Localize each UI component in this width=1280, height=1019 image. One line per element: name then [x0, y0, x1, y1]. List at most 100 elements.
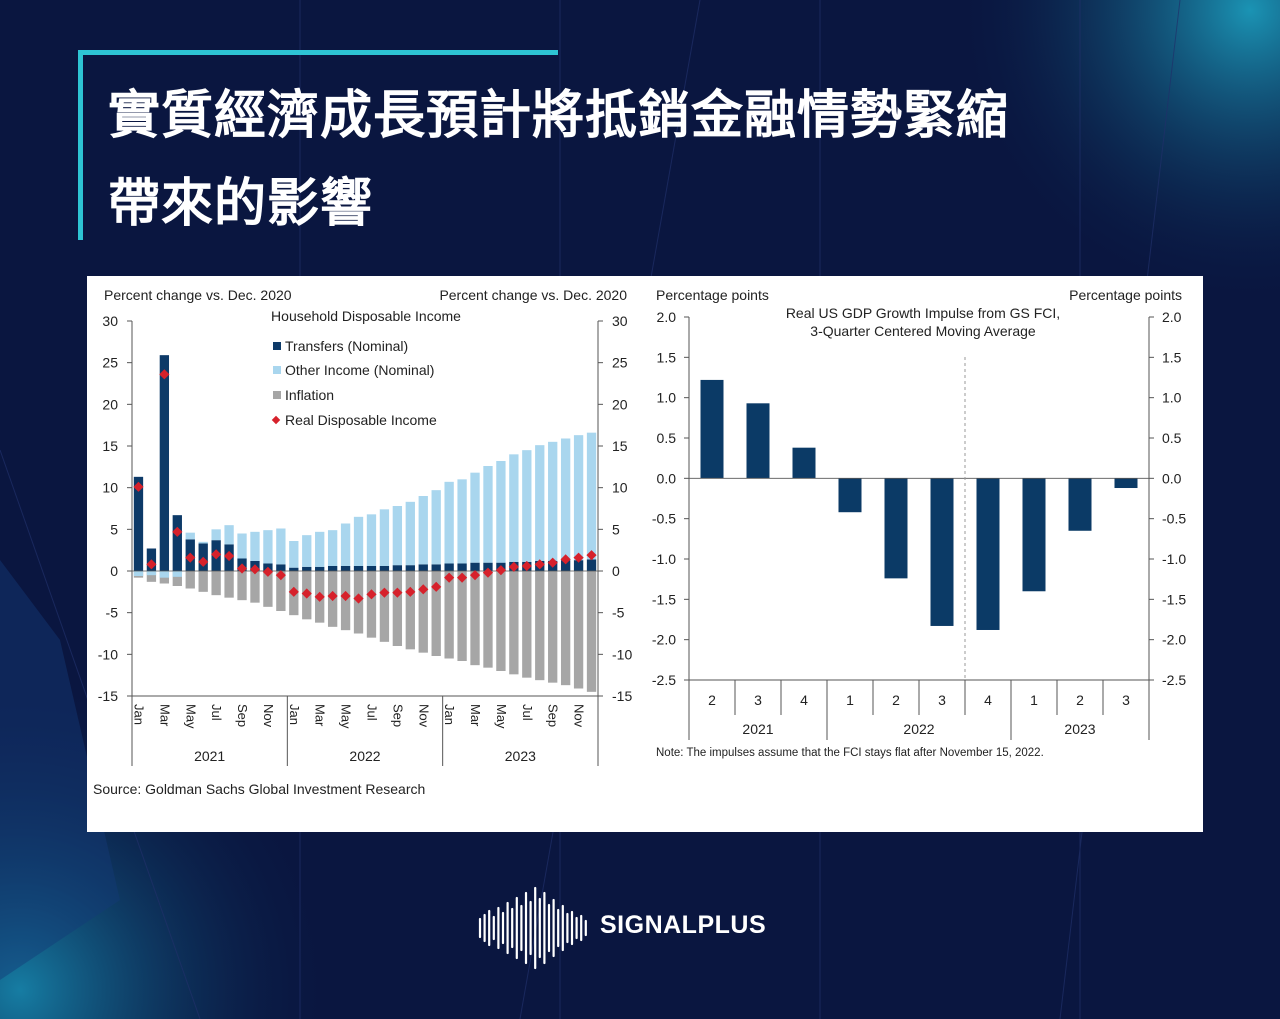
month-label: Jul [364, 704, 379, 721]
real-income-marker [198, 556, 209, 567]
transfers-bar [470, 562, 480, 571]
real-income-marker [366, 589, 377, 600]
month-label: May [494, 704, 509, 729]
month-label: Nov [572, 704, 587, 728]
transfers-bar [586, 559, 597, 571]
other-income-bar [431, 490, 441, 565]
real-income-marker [172, 526, 183, 537]
impulse-left-tick-label: 1.5 [657, 349, 677, 365]
transfers-bar [340, 566, 351, 571]
legend-inflation: Inflation [285, 387, 334, 403]
transfers-bar [172, 515, 182, 571]
month-label: Mar [157, 704, 172, 727]
other-income-bar [418, 496, 428, 565]
other-income-bar [327, 530, 338, 566]
inflation-bar [146, 571, 157, 582]
other-income-bar [133, 571, 144, 576]
real-income-marker [508, 561, 519, 572]
other-income-bar [522, 450, 532, 562]
real-income-marker [469, 570, 481, 581]
right-x-axis: 2 3 4 1 2 3 4 1 2 3 2021 2022 2023 [688, 679, 1150, 740]
right-ylabel: Percent change vs. Dec. 2020 [439, 287, 627, 303]
other-income-bar [535, 445, 545, 561]
impulse-note: Note: The impulses assume that the FCI s… [656, 747, 1044, 759]
other-income-bar [586, 432, 597, 560]
right-ytick-label: 20 [612, 396, 628, 412]
left-ytick-label: 5 [110, 521, 118, 537]
other-income-bar [198, 541, 208, 544]
other-income-bar [276, 528, 286, 565]
transfers-bar [353, 566, 364, 571]
brand-name: SIGNALPLUS [600, 911, 767, 939]
inflation-bar [237, 571, 247, 601]
transfers-bar [289, 567, 299, 571]
title-line-2: 帶來的影響 [108, 174, 374, 234]
impulse-bar [1022, 478, 1046, 592]
right-ytick-label: 10 [612, 480, 628, 496]
real-income-marker [314, 591, 325, 602]
left-ytick-label: 20 [102, 396, 118, 412]
impulse-left-tick-label: 1.0 [657, 390, 677, 406]
impulse-right-tick-label: -1.0 [1162, 551, 1186, 567]
impulse-left-tick-label: -1.5 [652, 591, 676, 607]
left-bars [132, 355, 598, 692]
left-ytick-label: 25 [102, 355, 118, 371]
other-income-bar [289, 541, 299, 568]
left-ytick-label: 15 [102, 438, 118, 454]
real-income-marker [418, 584, 429, 595]
transfers-bar [133, 476, 144, 571]
impulse-bar [976, 478, 1000, 630]
month-label: Nov [261, 704, 276, 728]
inflation-bar [483, 571, 493, 668]
left-ytick-label: -5 [106, 605, 119, 621]
quarter-label: 3 [754, 692, 762, 708]
impulse-right-tick-label: -2.5 [1162, 672, 1186, 688]
transfers-bar [327, 566, 338, 571]
month-label: Sep [390, 704, 405, 727]
right-axes: 2.0 2.0 1.5 1.5 1.0 1.0 0.5 0.5 0.0 0.0 -0.5 -0.5 -1… [652, 309, 1186, 688]
right-ytick-label: -5 [612, 605, 625, 621]
quarter-label: 2 [708, 692, 716, 708]
other-income-bar [470, 472, 480, 563]
legend-swatch-inflation [273, 391, 281, 399]
inflation-bar [431, 571, 441, 656]
left-ytick-label: 0 [110, 563, 118, 579]
other-income-bar [560, 438, 571, 561]
transfers-bar [379, 566, 390, 571]
inflation-bar [560, 571, 571, 686]
transfers-bar [302, 566, 312, 571]
inflation-bar [185, 571, 195, 589]
inflation-bar [224, 571, 234, 598]
inflation-bar [392, 571, 403, 646]
inflation-bar [444, 571, 454, 659]
transfers-bar [315, 566, 325, 571]
month-label: Jul [209, 704, 224, 721]
gdp-impulse-chart: Percentage points Percentage points Real… [652, 287, 1186, 759]
inflation-bar [211, 571, 221, 596]
right-ytick-label: 5 [612, 521, 620, 537]
impulse-left-tick-label: 0.0 [657, 470, 677, 486]
month-label: Jan [442, 704, 457, 725]
soundwave-logo-icon [478, 886, 587, 970]
transfers-bar [418, 564, 428, 571]
impulse-bar [746, 403, 770, 479]
transfers-bar [392, 565, 403, 571]
real-income-marker [159, 369, 170, 380]
transfers-bar [444, 563, 454, 571]
quarter-label: 4 [800, 692, 808, 708]
inflation-bar [198, 571, 208, 592]
other-income-bar [353, 516, 364, 566]
impulse-right-tick-label: 2.0 [1162, 309, 1182, 325]
transfers-bar [573, 560, 584, 571]
impulse-right-tick-label: 1.5 [1162, 349, 1182, 365]
other-income-bar [405, 501, 415, 566]
right-ytick-label: -10 [612, 646, 632, 662]
inflation-bar [172, 571, 182, 586]
quarter-label: 1 [1030, 692, 1038, 708]
transfers-bar [483, 562, 493, 571]
impulse-right-tick-label: -0.5 [1162, 511, 1186, 527]
legend-real-income: Real Disposable Income [285, 412, 437, 428]
inflation-bar [535, 571, 545, 681]
real-income-marker [327, 590, 338, 602]
real-income-marker [133, 481, 144, 492]
